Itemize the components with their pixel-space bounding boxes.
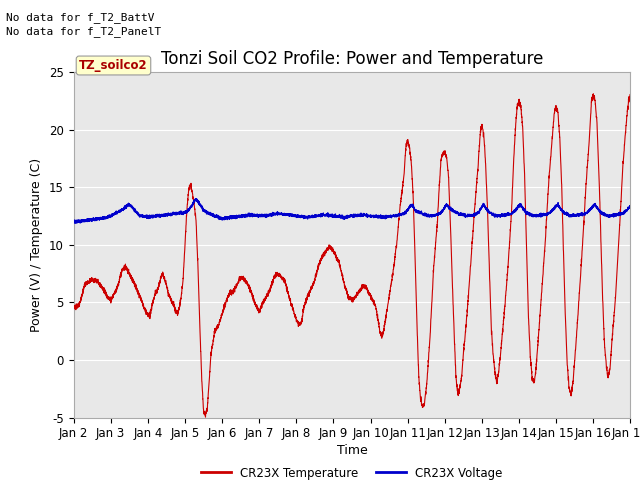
Text: No data for f_T2_PanelT: No data for f_T2_PanelT — [6, 26, 162, 37]
Y-axis label: Power (V) / Temperature (C): Power (V) / Temperature (C) — [31, 158, 44, 332]
Text: No data for f_T2_BattV: No data for f_T2_BattV — [6, 12, 155, 23]
Legend: CR23X Temperature, CR23X Voltage: CR23X Temperature, CR23X Voltage — [196, 462, 508, 480]
X-axis label: Time: Time — [337, 444, 367, 457]
Title: Tonzi Soil CO2 Profile: Power and Temperature: Tonzi Soil CO2 Profile: Power and Temper… — [161, 49, 543, 68]
Text: TZ_soilco2: TZ_soilco2 — [79, 59, 148, 72]
